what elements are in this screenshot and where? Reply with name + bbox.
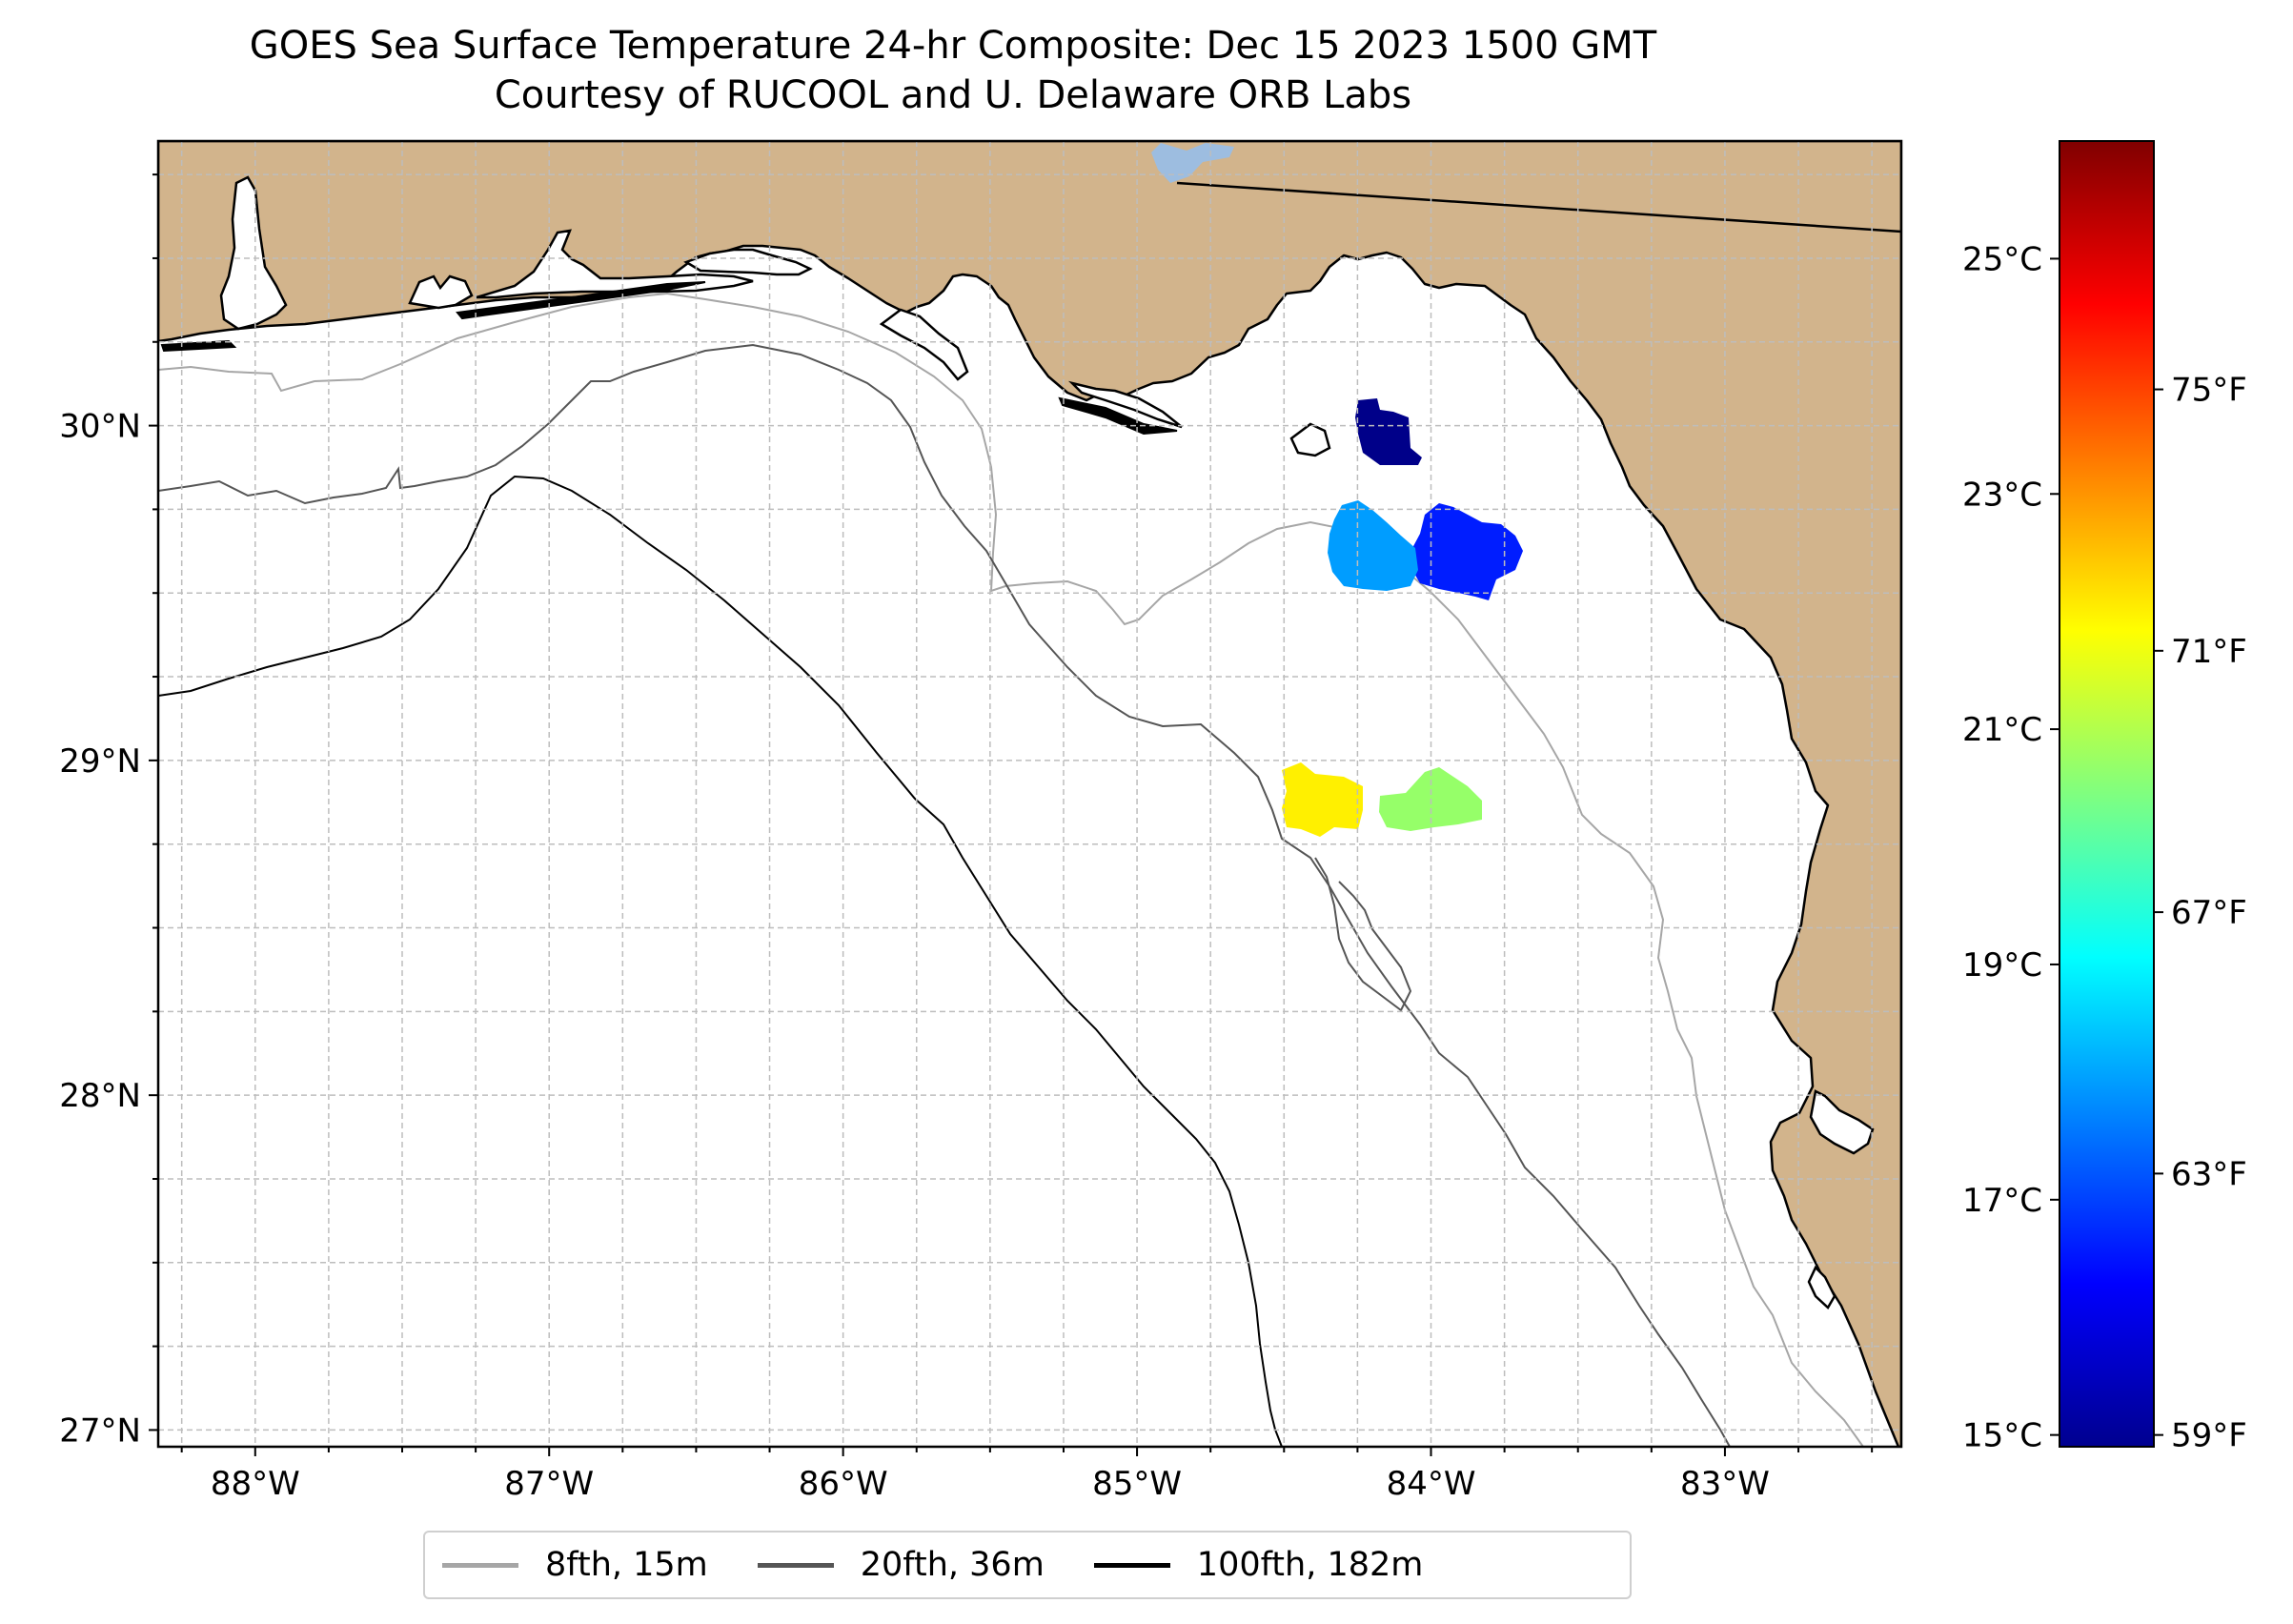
sst-patch-apalachee-bay-west [1328, 500, 1418, 591]
map-area [158, 141, 1901, 1447]
colorbar-frame [2059, 140, 2155, 1448]
bay-mobile [219, 175, 288, 331]
bay-pensacola [408, 274, 474, 310]
bay-charlotte [1807, 1265, 1836, 1309]
bay-apalachicola [1067, 380, 1183, 429]
colorbar-f-label: 67°F [2171, 894, 2247, 932]
x-tick-label: 87°W [504, 1465, 594, 1503]
colorbar-f-label: 63°F [2171, 1155, 2247, 1193]
x-tick-label: 86°W [799, 1465, 888, 1503]
bay-tampa [1809, 1089, 1875, 1155]
colorbar-f-label: 71°F [2171, 633, 2247, 671]
bay-ochlockonee [1289, 422, 1331, 457]
colorbar-c-label: 17°C [1962, 1182, 2042, 1220]
x-tick-label: 84°W [1387, 1465, 1476, 1503]
legend-line-15m [442, 1562, 518, 1568]
legend-label-36m: 20fth, 36m [860, 1546, 1045, 1584]
x-tick-label: 85°W [1092, 1465, 1182, 1503]
colorbar-c-label: 15°C [1962, 1417, 2042, 1455]
x-tick-label: 88°W [211, 1465, 300, 1503]
gridlines [158, 141, 1901, 1447]
bay-st-andrew [683, 248, 813, 276]
legend: 8fth, 15m 20fth, 36m 100fth, 182m [423, 1531, 1632, 1599]
legend-label-182m: 100fth, 182m [1196, 1546, 1424, 1584]
isobath-182m [158, 475, 1283, 1447]
colorbar-gradient [2060, 141, 2154, 1447]
y-tick-label: 28°N [59, 1077, 141, 1115]
state-boundary [1176, 181, 1901, 233]
legend-item-15m: 8fth, 15m [442, 1546, 708, 1584]
title-line-2: Courtesy of RUCOOL and U. Delaware ORB L… [494, 73, 1412, 117]
colorbar-c-label: 21°C [1962, 711, 2042, 749]
colorbar-f-label: 75°F [2171, 372, 2247, 410]
chart-title: GOES Sea Surface Temperature 24-hr Compo… [0, 21, 1906, 120]
map-frame [156, 139, 1903, 1449]
legend-item-36m: 20fth, 36m [757, 1546, 1045, 1584]
colorbar-axes: 15°C 17°C 19°C 21°C 23°C 25°C 59°F 63°F 67°F 71°F… [1962, 240, 2247, 1454]
title-line-1: GOES Sea Surface Temperature 24-hr Compo… [249, 24, 1657, 68]
isobath-36m-reef [1314, 857, 1412, 1012]
isobath-15m [158, 292, 1864, 1447]
legend-line-36m [757, 1562, 834, 1568]
x-tick-label: 83°W [1680, 1465, 1770, 1503]
sst-patch-apalachee-bay-east [1410, 503, 1523, 600]
barrier-island-3 [1058, 396, 1178, 436]
lake-seminole [1151, 143, 1234, 183]
colorbar-c-label: 23°C [1962, 476, 2042, 514]
colorbar-c-label: 25°C [1962, 240, 2042, 278]
sst-patch-apalachee-bay-north [1355, 398, 1422, 465]
colorbar-c-label: 19°C [1962, 946, 2042, 985]
colorbar-f-label: 59°F [2171, 1417, 2247, 1455]
legend-label-15m: 8fth, 15m [545, 1546, 708, 1584]
y-tick-label: 29°N [59, 742, 141, 781]
y-tick-label: 27°N [59, 1411, 141, 1450]
y-tick-label: 30°N [59, 408, 141, 446]
legend-item-182m: 100fth, 182m [1093, 1546, 1424, 1584]
legend-line-182m [1093, 1562, 1170, 1568]
isobath-36m [158, 343, 1731, 1447]
sst-patch-offshore-west [1282, 762, 1363, 837]
barrier-island-2 [456, 281, 706, 320]
map-axes: 88°W 87°W 86°W 85°W 84°W 83°W 27°N 28°N 29°N 30°N [59, 173, 1874, 1503]
